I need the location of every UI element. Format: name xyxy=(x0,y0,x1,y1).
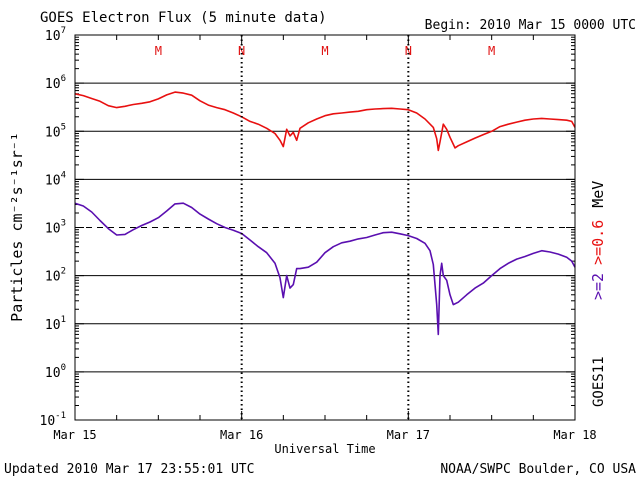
marker-label: N xyxy=(238,44,245,58)
y-tick-label: 103 xyxy=(45,219,66,237)
marker-label: M xyxy=(321,44,328,58)
legend-energy-2mev: >=2 xyxy=(589,273,607,300)
y-tick-label: 100 xyxy=(45,363,66,381)
gridlines xyxy=(75,82,575,373)
axis-ticks xyxy=(74,34,576,421)
plot-frame xyxy=(74,34,576,421)
y-tick-labels: 107 106 105 104 103 102 101 100 10-1 xyxy=(40,26,67,429)
y-tick-label: 102 xyxy=(45,267,66,285)
marker-label: M xyxy=(155,44,162,58)
x-tick-label: Mar 15 xyxy=(53,428,96,442)
legend-energy-unit: MeV xyxy=(589,181,607,208)
satellite-label: GOES11 xyxy=(591,356,607,407)
energy-legend: >=2 >=0.6 MeV xyxy=(589,181,607,300)
y-tick-label: 101 xyxy=(45,315,66,333)
credit-label: NOAA/SWPC Boulder, CO USA xyxy=(440,462,636,477)
x-tick-label: Mar 18 xyxy=(553,428,596,442)
series-line xyxy=(74,91,576,152)
x-tick-label: Mar 16 xyxy=(220,428,263,442)
x-axis-title: Universal Time xyxy=(274,442,375,456)
y-tick-label: 10-1 xyxy=(40,411,67,429)
legend-energy-06mev: >=0.6 xyxy=(589,220,607,265)
y-tick-label: 107 xyxy=(45,26,66,44)
y-tick-label: 106 xyxy=(45,74,66,92)
data-series xyxy=(74,91,576,336)
marker-label: M xyxy=(488,44,495,58)
x-tick-labels: Mar 15 Mar 16 Mar 17 Mar 18 xyxy=(53,428,596,442)
updated-timestamp: Updated 2010 Mar 17 23:55:01 UTC xyxy=(4,462,254,477)
begin-time-label: Begin: 2010 Mar 15 0000 UTC xyxy=(425,18,636,33)
x-tick-label: Mar 17 xyxy=(387,428,430,442)
marker-label: N xyxy=(405,44,412,58)
series-line xyxy=(74,202,576,336)
y-tick-label: 105 xyxy=(45,122,66,140)
svg-text:>=2>=0.6MeV: >=2 >=0.6 MeV xyxy=(589,181,607,300)
chart-title: GOES Electron Flux (5 minute data) xyxy=(40,10,327,26)
y-tick-label: 104 xyxy=(45,170,66,188)
y-axis-title: Particles cm⁻²s⁻¹sr⁻¹ xyxy=(8,132,26,322)
